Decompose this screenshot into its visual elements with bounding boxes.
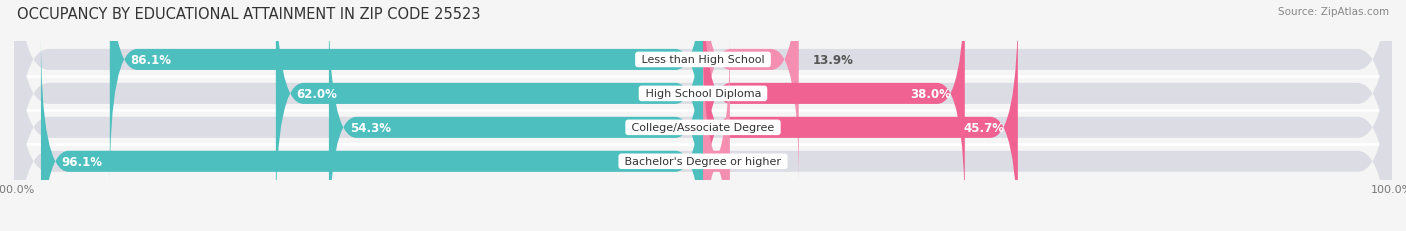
FancyBboxPatch shape	[41, 37, 703, 231]
Text: 45.7%: 45.7%	[963, 121, 1004, 134]
Text: 62.0%: 62.0%	[297, 88, 337, 100]
FancyBboxPatch shape	[703, 0, 965, 219]
Text: Source: ZipAtlas.com: Source: ZipAtlas.com	[1278, 7, 1389, 17]
Text: 13.9%: 13.9%	[813, 54, 853, 67]
Text: 96.1%: 96.1%	[62, 155, 103, 168]
FancyBboxPatch shape	[14, 0, 1392, 231]
Text: 38.0%: 38.0%	[910, 88, 950, 100]
FancyBboxPatch shape	[703, 3, 1018, 231]
Text: High School Diploma: High School Diploma	[641, 89, 765, 99]
Text: OCCUPANCY BY EDUCATIONAL ATTAINMENT IN ZIP CODE 25523: OCCUPANCY BY EDUCATIONAL ATTAINMENT IN Z…	[17, 7, 481, 22]
Text: Bachelor's Degree or higher: Bachelor's Degree or higher	[621, 157, 785, 167]
FancyBboxPatch shape	[276, 0, 703, 219]
FancyBboxPatch shape	[329, 3, 703, 231]
FancyBboxPatch shape	[703, 0, 799, 185]
FancyBboxPatch shape	[110, 0, 703, 185]
Text: 54.3%: 54.3%	[350, 121, 391, 134]
FancyBboxPatch shape	[14, 3, 1392, 231]
Text: 86.1%: 86.1%	[131, 54, 172, 67]
Text: 3.9%: 3.9%	[744, 155, 776, 168]
Text: College/Associate Degree: College/Associate Degree	[628, 123, 778, 133]
FancyBboxPatch shape	[14, 0, 1392, 231]
FancyBboxPatch shape	[703, 37, 731, 231]
Text: Less than High School: Less than High School	[638, 55, 768, 65]
FancyBboxPatch shape	[14, 0, 1392, 219]
